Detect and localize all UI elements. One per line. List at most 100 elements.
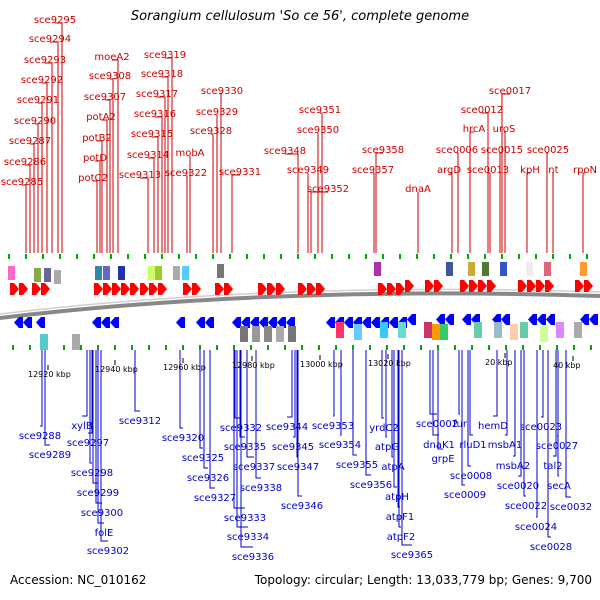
top-tick	[535, 254, 537, 259]
reverse-gene-arrow	[277, 317, 286, 328]
bottom-tick	[454, 345, 456, 350]
reverse-gene-arrow	[259, 317, 268, 328]
gene-label-bottom: sce9346	[281, 501, 323, 512]
gene-label-bottom: xylB	[71, 421, 93, 432]
gene-label-bottom: msbA1	[488, 440, 523, 451]
bottom-leader-line	[429, 350, 437, 415]
gene-label-bottom: sce9344	[266, 422, 308, 433]
reverse-gene-arrow	[286, 317, 295, 328]
top-leader-line	[157, 96, 166, 253]
top-leader-line	[220, 93, 222, 253]
bottom-leader-line	[437, 350, 443, 450]
reverse-gene-arrow	[501, 314, 510, 325]
gene-label-top: sce9291	[17, 95, 59, 106]
bottom-feature-block	[240, 326, 248, 342]
top-tick	[161, 254, 163, 259]
bottom-tick	[250, 345, 252, 350]
top-tick	[365, 254, 367, 259]
bottom-leader-line	[381, 350, 384, 419]
gene-label-bottom: secA	[547, 481, 571, 492]
bottom-leader-line	[203, 350, 208, 469]
forward-gene-arrow	[121, 283, 130, 295]
gene-label-bottom: folE	[95, 528, 114, 539]
bottom-leader-line	[340, 350, 342, 436]
gene-label-top: sce9331	[219, 167, 261, 178]
top-leader-line	[30, 143, 35, 253]
top-leader-line	[110, 78, 114, 253]
top-feature-block	[526, 262, 533, 276]
reverse-gene-arrow	[205, 317, 214, 328]
reverse-gene-arrow	[326, 317, 335, 328]
gene-label-bottom: sce9312	[119, 416, 161, 427]
top-tick	[110, 254, 112, 259]
gene-label-bottom: sce9353	[312, 421, 354, 432]
gene-label-top: sce9308	[89, 71, 131, 82]
bottom-leader-line	[469, 350, 473, 436]
bottom-leader-line	[82, 350, 88, 417]
bottom-tick	[114, 345, 116, 350]
gene-label-top: sce9290	[14, 116, 56, 127]
top-tick	[76, 254, 78, 259]
gene-label-top: moeA2	[94, 52, 129, 63]
top-leader-line	[186, 175, 188, 253]
gene-label-top: sce9358	[362, 145, 404, 156]
gene-label-bottom: sce9325	[182, 453, 224, 464]
bottom-tick	[369, 345, 371, 350]
top-leader-line	[140, 177, 149, 253]
top-tick	[382, 254, 384, 259]
forward-gene-arrow	[460, 280, 469, 292]
forward-gene-arrow	[258, 283, 267, 295]
gene-labels: sce9295 sce9294 sce9293 sce9292 sce9291 sce92…	[1, 15, 597, 563]
gene-label-top: sce9322	[165, 168, 207, 179]
forward-gene-arrow	[425, 280, 434, 292]
top-leader-line	[457, 152, 459, 253]
top-leader-line	[488, 172, 491, 253]
gene-label-top: sce9328	[190, 126, 232, 137]
top-leader-line	[105, 99, 111, 253]
gene-label-top: sce9318	[141, 69, 183, 80]
top-leader-line	[155, 116, 163, 253]
bottom-tick	[318, 345, 320, 350]
gene-label-bottom: atpH	[385, 492, 409, 503]
coordinate-label: 12960 kbp	[163, 363, 206, 372]
bottom-feature-block	[440, 324, 448, 340]
gene-label-bottom: sce9300	[81, 508, 123, 519]
top-tick	[467, 254, 469, 259]
forward-gene-arrow	[10, 283, 19, 295]
top-tick	[297, 254, 299, 259]
gene-label-top: sce9287	[9, 136, 51, 147]
gene-label-bottom: hemD	[478, 421, 508, 432]
reverse-gene-arrow	[580, 314, 589, 325]
gene-label-top: sce9319	[144, 50, 186, 61]
bottom-feature-block	[336, 322, 344, 338]
bottom-feature-block	[252, 326, 260, 342]
bottom-tick	[148, 345, 150, 350]
top-tick	[59, 254, 61, 259]
bottom-leader-line	[391, 350, 393, 458]
coordinate-label: 40 kbp	[553, 361, 581, 370]
top-feature-block	[217, 264, 224, 278]
top-feature-block	[34, 268, 41, 282]
coordinate-label: 20 kbp	[485, 358, 513, 367]
bottom-tick	[471, 345, 473, 350]
gene-label-bottom: sce9326	[187, 473, 229, 484]
bottom-feature-block	[540, 326, 548, 342]
bottom-leader-line	[505, 350, 508, 436]
coordinate-label: 13020 kbp	[368, 359, 411, 368]
forward-gene-arrow	[545, 280, 554, 292]
top-leader-line	[148, 157, 155, 253]
top-tick	[518, 254, 520, 259]
bottom-leader-line	[385, 350, 387, 438]
gene-label-top: sce9285	[1, 177, 43, 188]
top-feature-block	[374, 262, 381, 276]
gene-label-bottom: sce9355	[336, 460, 378, 471]
top-tick	[433, 254, 435, 259]
top-leader-line	[42, 82, 48, 253]
gene-label-top: sce9292	[21, 75, 63, 86]
top-feature-block	[173, 266, 180, 280]
bottom-tick	[505, 345, 507, 350]
bottom-feature-block	[494, 322, 502, 338]
forward-gene-arrow	[469, 280, 478, 292]
bottom-leader-line	[199, 350, 203, 449]
top-feature-block	[446, 262, 453, 276]
